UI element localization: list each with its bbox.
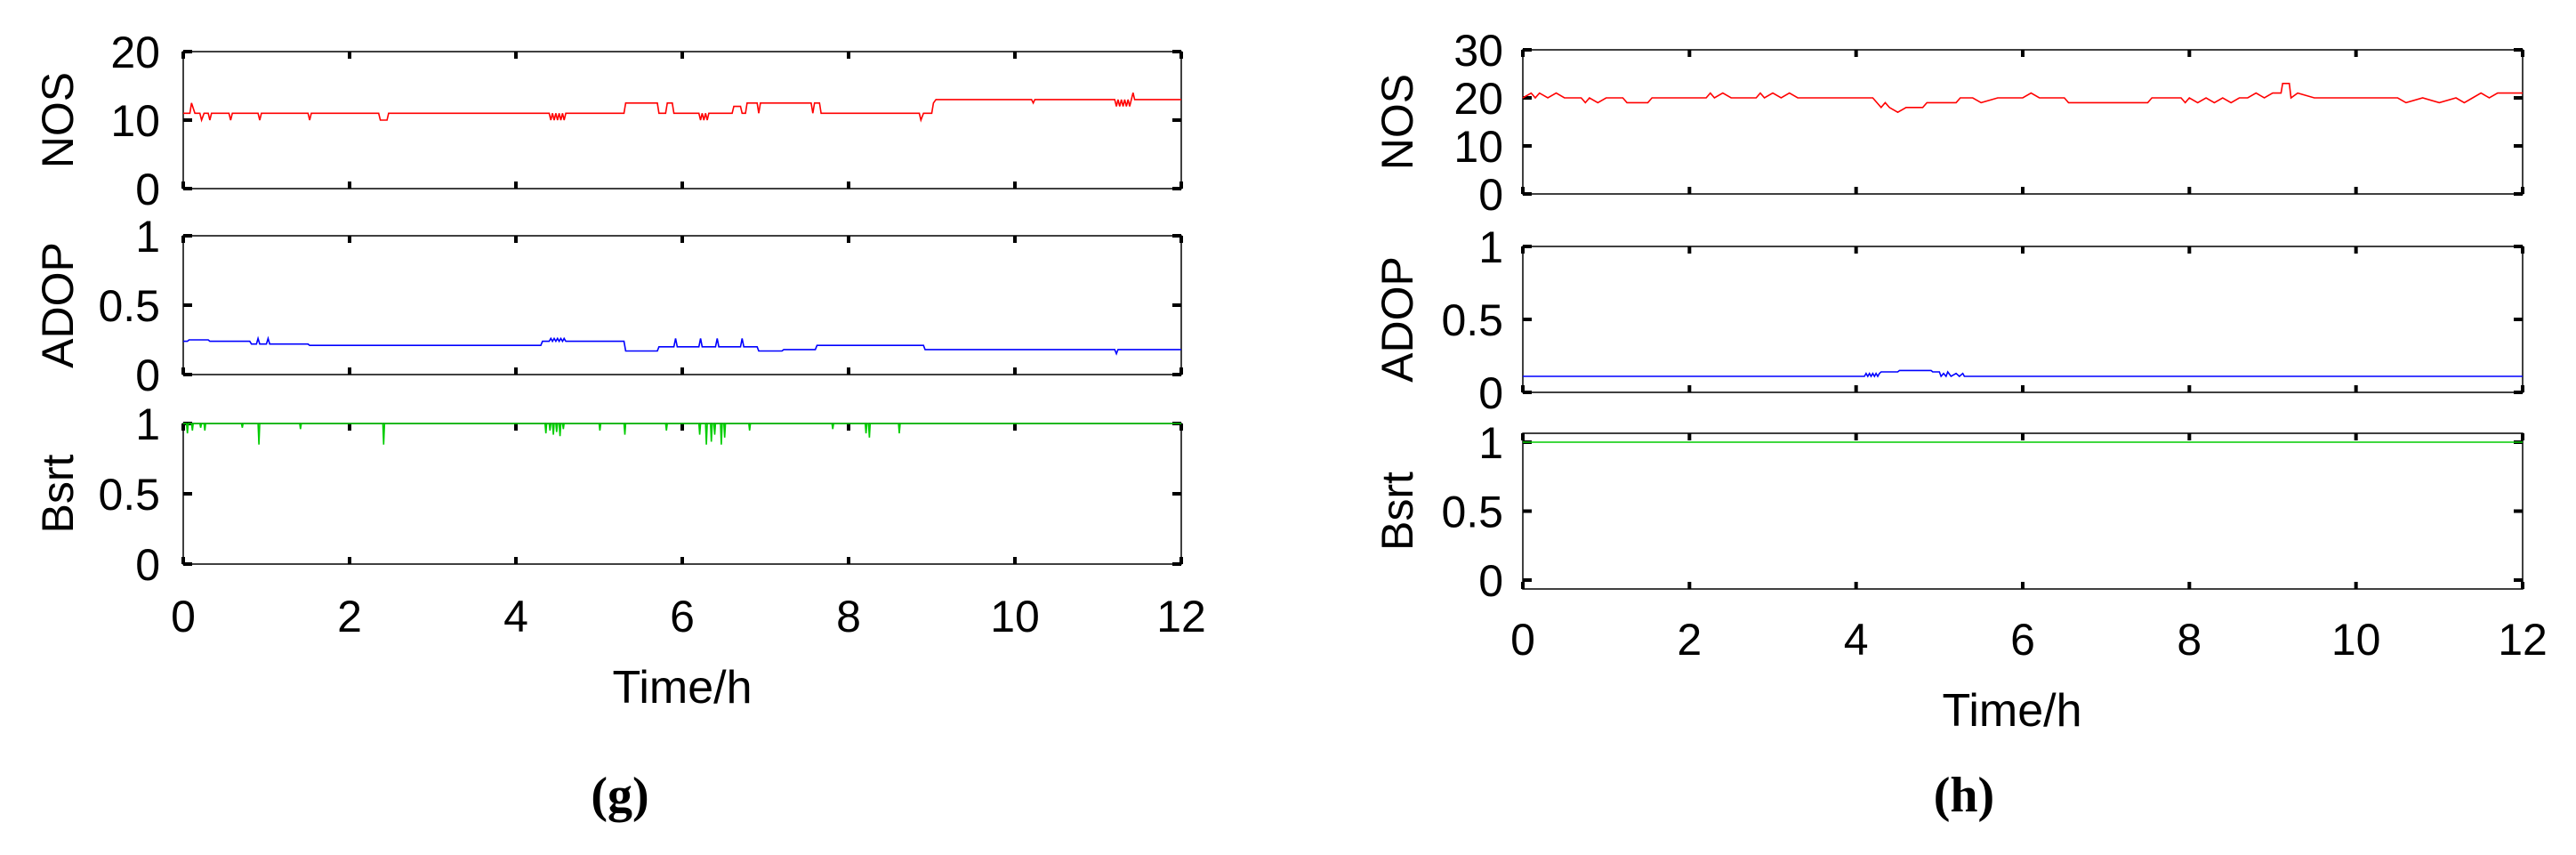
y-tick-label-g-adop-0: 0 <box>135 351 160 400</box>
x-tick-label-h-1: 2 <box>1677 615 1702 665</box>
x-tick-label-h-5: 10 <box>2331 615 2381 665</box>
y-axis-label-g-adop: ADOP <box>33 242 83 368</box>
y-axis-label-g-nos: NOS <box>33 72 83 168</box>
subplot-g-bsrt: 0 0.5 1 Bsrt <box>33 399 1183 590</box>
y-tick-label-h-adop-0: 0 <box>1478 368 1503 418</box>
y-tick-label-g-bsrt-1: 0.5 <box>98 470 160 520</box>
x-tick-label-g-3: 6 <box>670 592 695 641</box>
x-tick-label-g-0: 0 <box>171 592 196 641</box>
y-tick-label-g-adop-1: 0.5 <box>98 281 160 331</box>
x-tick-label-g-4: 8 <box>836 592 861 641</box>
y-tick-label-g-adop-2: 1 <box>135 212 160 262</box>
x-tick-label-g-1: 2 <box>337 592 362 641</box>
x-tick-label-g-5: 10 <box>990 592 1040 641</box>
x-tick-label-h-6: 12 <box>2498 615 2548 665</box>
x-tick-label-g-6: 12 <box>1156 592 1206 641</box>
y-tick-label-g-nos-2: 20 <box>110 28 160 77</box>
series-line-h-nos <box>1522 83 2523 114</box>
series-line-g-adop <box>183 335 1181 356</box>
x-tick-label-h-3: 6 <box>2010 615 2035 665</box>
x-tick-label-h-2: 4 <box>1844 615 1869 665</box>
y-tick-label-h-bsrt-2: 1 <box>1478 418 1503 468</box>
y-tick-label-g-bsrt-0: 0 <box>135 540 160 590</box>
y-tick-label-h-adop-1: 0.5 <box>1441 295 1503 345</box>
y-axis-label-h-nos: NOS <box>1373 74 1422 170</box>
x-tick-labels-h: 0 2 4 6 8 10 12 <box>1510 615 2548 665</box>
x-axis-label-h: Time/h <box>1943 685 2082 737</box>
panel-caption-g: (g) <box>591 768 648 823</box>
series-line-g-nos <box>183 93 1181 123</box>
y-tick-label-h-nos-3: 30 <box>1453 26 1503 76</box>
subplot-h-adop: 0 0.5 1 ADOP <box>1373 222 2524 418</box>
y-tick-label-g-bsrt-2: 1 <box>135 399 160 449</box>
y-tick-label-h-nos-2: 20 <box>1453 74 1503 124</box>
y-axis-label-h-adop: ADOP <box>1373 256 1422 383</box>
subplot-g-nos: 0 10 20 NOS <box>33 28 1183 214</box>
subplot-g-nos-frame <box>182 51 1182 190</box>
x-axis-label-g: Time/h <box>613 662 753 714</box>
subplot-g-adop-frame <box>182 235 1182 375</box>
series-line-g-bsrt <box>183 423 1181 445</box>
y-tick-label-h-nos-1: 10 <box>1453 122 1503 172</box>
panel-g: 0 10 20 NOS 0 0.5 1 ADOP 0 0.5 1 Bsrt 0 2 4 6 8 10 12 T… <box>33 28 1206 823</box>
series-line-h-adop <box>1523 369 2523 378</box>
panel-caption-h: (h) <box>1934 768 1994 823</box>
y-tick-label-h-nos-0: 0 <box>1478 170 1503 220</box>
y-axis-label-h-bsrt: Bsrt <box>1373 472 1422 551</box>
x-tick-labels-g: 0 2 4 6 8 10 12 <box>171 592 1206 641</box>
x-tick-label-g-2: 4 <box>503 592 528 641</box>
subplot-h-adop-frame <box>1522 246 2524 393</box>
x-tick-label-h-0: 0 <box>1510 615 1535 665</box>
y-tick-label-h-adop-2: 1 <box>1478 222 1503 272</box>
x-tick-label-h-4: 8 <box>2177 615 2202 665</box>
subplot-h-nos-frame <box>1522 49 2524 195</box>
y-tick-label-h-bsrt-1: 0.5 <box>1441 488 1503 537</box>
subplot-g-adop: 0 0.5 1 ADOP <box>33 212 1183 400</box>
subplot-g-bsrt-frame <box>182 423 1182 565</box>
y-tick-label-g-nos-0: 0 <box>135 165 160 214</box>
y-tick-label-g-nos-1: 10 <box>110 96 160 146</box>
subplot-h-bsrt: 0 0.5 1 Bsrt <box>1373 418 2524 606</box>
y-axis-label-g-bsrt: Bsrt <box>33 454 83 533</box>
y-tick-label-h-bsrt-0: 0 <box>1478 556 1503 606</box>
subplot-h-bsrt-frame <box>1522 432 2524 590</box>
